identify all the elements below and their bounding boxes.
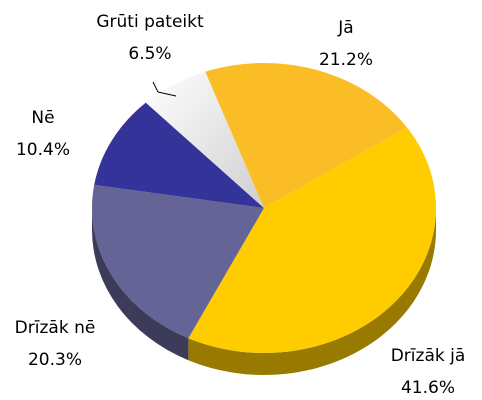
slice-value-label: 41.6%: [401, 378, 455, 398]
slice-label: Jā: [337, 18, 353, 38]
slice-side: [188, 208, 436, 376]
slice-value-label: 21.2%: [319, 50, 373, 70]
pie-tops: [91, 62, 437, 354]
slice-value-label: 10.4%: [16, 140, 70, 160]
leader-line: [157, 91, 177, 97]
slice-label: Nē: [31, 108, 54, 128]
pie-slice: [145, 71, 264, 208]
pie-slice: [205, 62, 408, 208]
slice-label: Drīzāk nē: [15, 318, 96, 338]
pie-slice: [91, 184, 264, 339]
slice-value-label: 6.5%: [128, 44, 171, 64]
leader-line: [152, 81, 159, 93]
slice-label: Grūti pateikt: [96, 12, 204, 32]
pie-slice: [94, 102, 264, 208]
labels: Jā 21.2% Drīzāk jā 41.6% Drīzāk nē 20.3% Nē 10.…: [15, 12, 466, 398]
pie-slice: [188, 127, 437, 354]
slice-side: [92, 208, 189, 361]
pie-sides: [92, 208, 436, 376]
slice-value-label: 20.3%: [28, 350, 82, 370]
slice-label: Drīzāk jā: [391, 346, 466, 366]
